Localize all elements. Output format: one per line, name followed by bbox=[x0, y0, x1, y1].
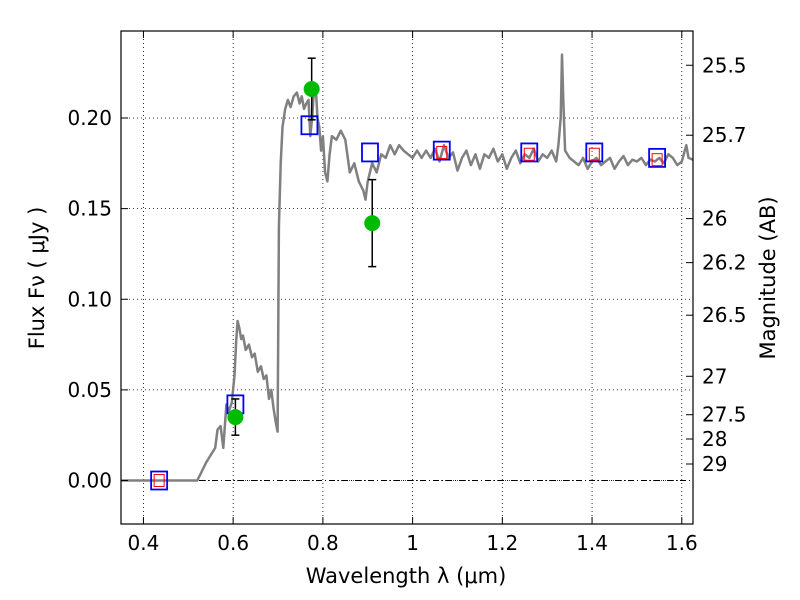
x-tick-label: 1.6 bbox=[666, 531, 698, 555]
model-spectrum-line bbox=[121, 53, 694, 482]
y2-tick-label: 29 bbox=[702, 452, 727, 476]
grid bbox=[121, 31, 693, 524]
data-series bbox=[121, 53, 694, 491]
y2-tick-label: 25.7 bbox=[702, 123, 747, 147]
model-flux-square bbox=[153, 474, 165, 487]
synthetic-photometry-square bbox=[150, 470, 169, 491]
y-tick-label: 0.20 bbox=[67, 106, 112, 130]
x-tick-label: 1.2 bbox=[486, 531, 518, 555]
observed-flux-point bbox=[364, 215, 381, 232]
synthetic-photometry-square bbox=[585, 142, 604, 163]
y2-tick-label: 27 bbox=[702, 364, 727, 388]
y2-tick-label: 26.5 bbox=[702, 303, 747, 327]
x-tick-label: 1.4 bbox=[576, 531, 608, 555]
model-flux-square bbox=[523, 147, 535, 161]
x-tick-label: 0.8 bbox=[307, 531, 339, 555]
axis-ticks: 0.4 0.6 0.8 1 1.2 1.4 1.6 0.00 0.05 0.10 0.15 0.20 2… bbox=[67, 31, 747, 555]
y2-tick-label: 26 bbox=[702, 207, 727, 231]
y-axis-label: Flux Fν ( μJy ) bbox=[25, 207, 49, 350]
y-tick-label: 0.05 bbox=[67, 378, 112, 402]
observed-flux-point bbox=[303, 81, 320, 97]
model-flux-square bbox=[588, 147, 600, 161]
observed-flux-point bbox=[227, 409, 244, 426]
x-axis-label: Wavelength λ (μm) bbox=[306, 564, 507, 588]
y-tick-label: 0.15 bbox=[67, 197, 112, 221]
synthetic-photometry-square bbox=[520, 142, 539, 163]
synthetic-photometry-square bbox=[361, 142, 379, 163]
synthetic-photometry-square bbox=[648, 147, 667, 168]
synthetic-photometry-square bbox=[300, 115, 319, 136]
model-flux-square bbox=[436, 145, 448, 159]
y2-tick-label: 27.5 bbox=[702, 403, 747, 427]
y-tick-label: 0.00 bbox=[67, 469, 112, 493]
x-tick-label: 0.4 bbox=[128, 531, 160, 555]
model-flux-square bbox=[651, 153, 663, 167]
y-tick-label: 0.10 bbox=[67, 287, 112, 311]
x-tick-label: 0.6 bbox=[217, 531, 249, 555]
y2-axis-label: Magnitude (AB) bbox=[756, 196, 780, 359]
y2-tick-label: 26.2 bbox=[702, 251, 747, 275]
y2-tick-label: 28 bbox=[702, 427, 727, 451]
synthetic-photometry-square bbox=[432, 140, 451, 161]
plot-frame bbox=[120, 30, 694, 525]
y2-tick-label: 25.5 bbox=[702, 53, 747, 77]
x-tick-label: 1 bbox=[406, 531, 419, 555]
